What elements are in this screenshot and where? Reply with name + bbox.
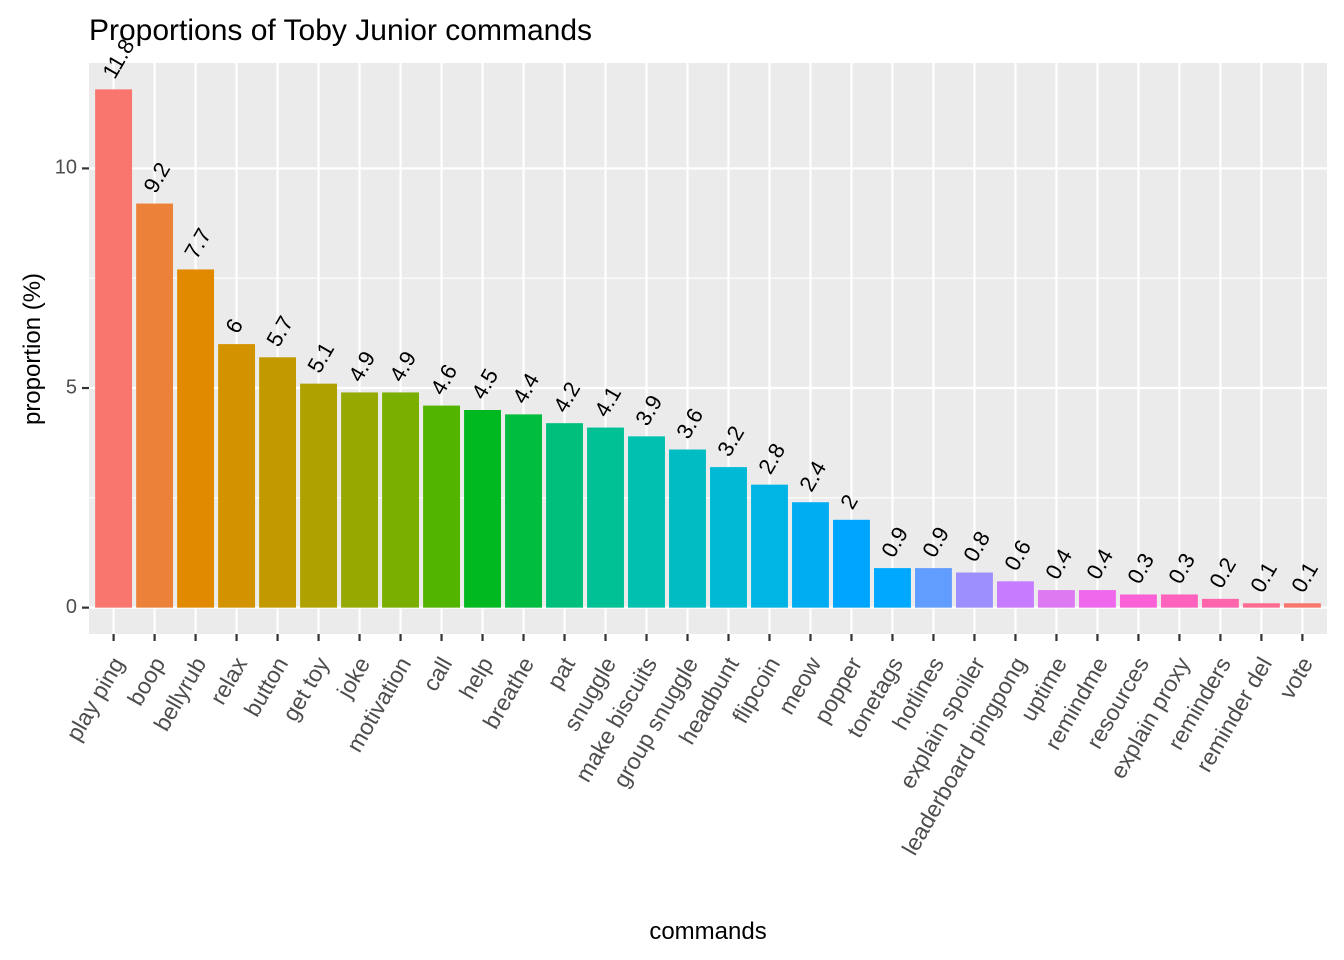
bar-flipcoin	[751, 484, 788, 608]
y-axis: 0 5 10	[55, 157, 89, 618]
x-tick-label: call	[417, 653, 457, 696]
bar-leaderboard-pingpong	[997, 581, 1034, 608]
x-tick-label: vote	[1274, 653, 1318, 704]
bar-snuggle	[587, 427, 624, 608]
x-tick-label: pat	[542, 652, 581, 693]
y-tick-label: 10	[55, 157, 77, 179]
bar-vote	[1283, 603, 1321, 608]
x-tick-label: play ping	[61, 653, 130, 746]
y-tick-label: 0	[66, 596, 77, 618]
chart-title: Proportions of Toby Junior commands	[89, 14, 592, 47]
bar-explain-proxy	[1160, 594, 1198, 608]
bar-reminder-del	[1242, 603, 1280, 608]
bar-resources	[1119, 594, 1157, 608]
bar-make-biscuits	[628, 436, 665, 608]
bar-bellyrub	[177, 269, 215, 608]
bar-relax	[218, 344, 256, 608]
bar-remindme	[1078, 590, 1116, 608]
bar-explain-spoiler	[956, 572, 993, 608]
bar-hotlines	[915, 568, 952, 608]
bar-reminders	[1201, 598, 1239, 608]
bar-pat	[546, 423, 583, 608]
bar-call	[423, 405, 460, 608]
bar-uptime	[1037, 590, 1075, 608]
bar-motivation	[382, 392, 419, 608]
bar-joke	[341, 392, 379, 608]
y-axis-title: proportion (%)	[19, 273, 46, 425]
bar-headbunt	[710, 467, 747, 608]
bar-group-snuggle	[669, 449, 706, 608]
bar-play-ping	[95, 89, 133, 608]
bar-tonetags	[874, 568, 911, 608]
bar-help	[464, 409, 501, 608]
bar-boop	[136, 203, 174, 608]
y-tick-label: 5	[66, 376, 77, 398]
x-axis-title: commands	[649, 918, 766, 945]
bar-button	[259, 357, 297, 608]
bar-breathe	[505, 414, 542, 608]
bar-get-toy	[300, 383, 338, 608]
bars	[95, 89, 1321, 608]
bar-popper	[833, 519, 870, 608]
bar-meow	[792, 502, 829, 608]
